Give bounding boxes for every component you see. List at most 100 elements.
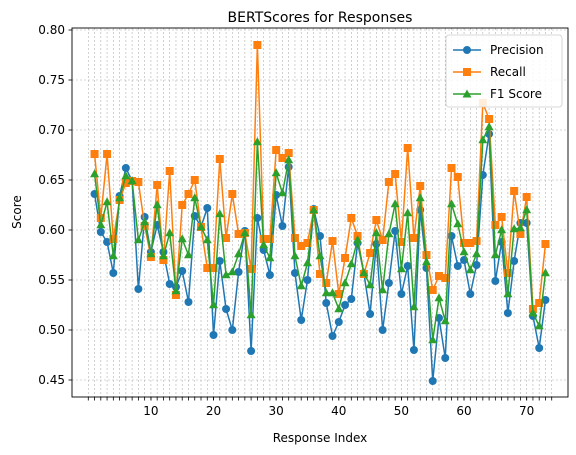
data-point-f1-score <box>346 259 356 268</box>
data-point-f1-score <box>378 285 388 294</box>
data-point-f1-score <box>108 251 118 260</box>
data-point-precision <box>290 269 299 277</box>
legend-precision-label: Precision <box>490 43 544 57</box>
x-axis-label: Response Index <box>273 431 367 445</box>
data-point-f1-score <box>171 286 181 295</box>
data-point-f1-score <box>434 293 444 302</box>
data-point-recall <box>391 170 400 178</box>
data-point-f1-score <box>302 258 312 267</box>
data-point-f1-score <box>158 251 168 260</box>
data-point-recall <box>209 264 218 272</box>
data-point-recall <box>265 235 274 243</box>
data-point-f1-score <box>96 220 106 229</box>
data-point-recall <box>347 214 356 222</box>
data-point-f1-score <box>484 122 494 131</box>
data-point-recall <box>215 155 224 163</box>
data-point-f1-score <box>127 176 137 185</box>
data-point-recall <box>303 239 312 247</box>
data-point-f1-score <box>334 304 344 313</box>
data-point-precision <box>447 232 456 240</box>
data-point-f1-score <box>321 288 331 297</box>
data-point-recall <box>121 179 130 187</box>
data-point-recall <box>341 254 350 262</box>
data-point-recall <box>253 41 262 49</box>
data-point-f1-score <box>309 205 319 214</box>
data-point-recall <box>460 239 469 247</box>
data-point-recall <box>90 150 99 158</box>
data-point-precision <box>96 228 105 236</box>
data-point-recall <box>184 190 193 198</box>
data-point-precision <box>403 262 412 270</box>
data-point-precision <box>535 344 544 352</box>
data-point-recall <box>397 238 406 246</box>
data-point-f1-score <box>290 251 300 260</box>
data-point-recall <box>278 154 287 162</box>
data-point-f1-score <box>196 222 206 231</box>
y-tick-label: 0.80 <box>38 23 65 37</box>
data-point-recall <box>541 240 550 248</box>
data-point-recall <box>334 290 343 298</box>
data-point-f1-score <box>240 228 250 237</box>
data-point-recall <box>134 178 143 186</box>
data-point-precision <box>328 332 337 340</box>
data-point-recall <box>328 237 337 245</box>
data-point-f1-score <box>121 171 131 180</box>
data-point-f1-score <box>453 219 463 228</box>
data-point-precision <box>297 316 306 324</box>
data-point-precision <box>215 257 224 265</box>
series-f1-score <box>90 122 550 344</box>
series-group <box>90 41 550 385</box>
data-point-recall <box>503 269 512 277</box>
data-point-precision <box>165 280 174 288</box>
data-point-recall <box>284 149 293 157</box>
x-tick-label: 20 <box>206 404 221 418</box>
data-point-recall <box>428 286 437 294</box>
data-point-f1-score <box>390 199 400 208</box>
data-point-recall <box>416 182 425 190</box>
data-point-f1-score <box>315 251 325 260</box>
data-point-precision <box>347 295 356 303</box>
x-tick-label: 30 <box>269 404 284 418</box>
data-point-recall <box>316 270 324 278</box>
data-point-recall <box>228 190 237 198</box>
y-tick-label: 0.70 <box>38 123 65 137</box>
data-point-f1-score <box>421 257 431 266</box>
data-point-precision <box>134 285 143 293</box>
data-point-f1-score <box>447 199 457 208</box>
data-point-recall <box>378 236 387 244</box>
data-point-f1-score <box>396 264 406 273</box>
data-point-precision <box>541 296 550 304</box>
data-point-recall <box>153 181 162 189</box>
data-point-precision <box>203 204 212 212</box>
data-point-recall <box>222 234 231 242</box>
data-point-f1-score <box>472 249 482 258</box>
data-point-recall <box>165 167 174 175</box>
data-point-precision <box>322 299 331 307</box>
data-point-f1-score <box>209 300 219 309</box>
data-point-f1-score <box>115 193 125 202</box>
y-tick-label: 0.65 <box>38 173 65 187</box>
data-point-recall <box>140 222 149 230</box>
data-point-f1-score <box>428 335 438 344</box>
data-point-precision <box>234 268 243 276</box>
data-point-recall <box>272 146 281 154</box>
data-point-f1-score <box>415 193 425 202</box>
data-point-recall <box>434 272 443 280</box>
data-point-f1-score <box>90 169 100 178</box>
data-point-f1-score <box>259 240 269 249</box>
data-point-recall <box>366 249 375 257</box>
data-point-recall <box>171 291 180 299</box>
data-point-recall <box>409 234 418 242</box>
data-point-recall <box>372 216 381 224</box>
data-point-precision <box>265 271 274 279</box>
data-point-f1-score <box>503 289 513 298</box>
data-point-precision <box>409 346 418 354</box>
data-point-f1-score <box>252 137 262 146</box>
data-point-f1-score <box>183 250 193 259</box>
data-point-f1-score <box>140 217 150 226</box>
data-point-precision <box>109 269 118 277</box>
data-point-precision <box>247 347 256 355</box>
data-point-f1-score <box>440 316 450 325</box>
data-point-f1-score <box>528 308 538 317</box>
